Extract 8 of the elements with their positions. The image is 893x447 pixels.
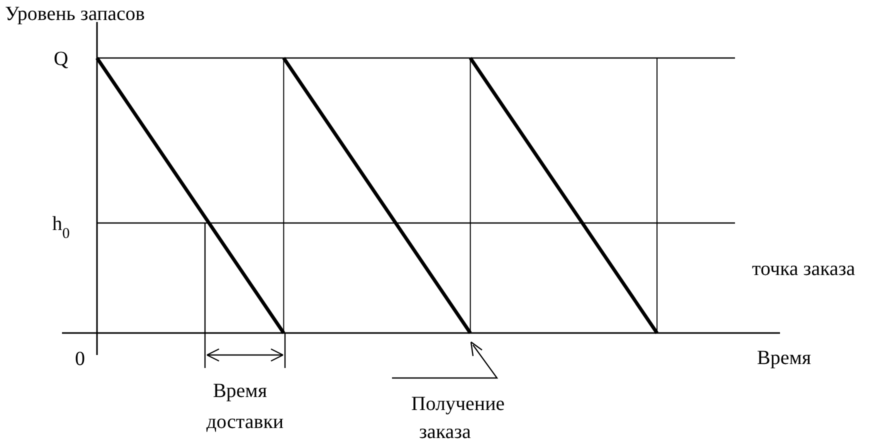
ref-line-label: Q <box>54 48 69 70</box>
text: 0 <box>75 348 85 370</box>
text: точка заказа <box>752 258 856 280</box>
ref-line-label: h$_{0}$ <box>52 213 70 242</box>
y-axis-title: Уровень запасов <box>5 3 145 25</box>
text: Получение заказа <box>411 393 505 443</box>
x-axis-title: Время <box>757 347 812 369</box>
text: Время доставки <box>206 380 284 433</box>
